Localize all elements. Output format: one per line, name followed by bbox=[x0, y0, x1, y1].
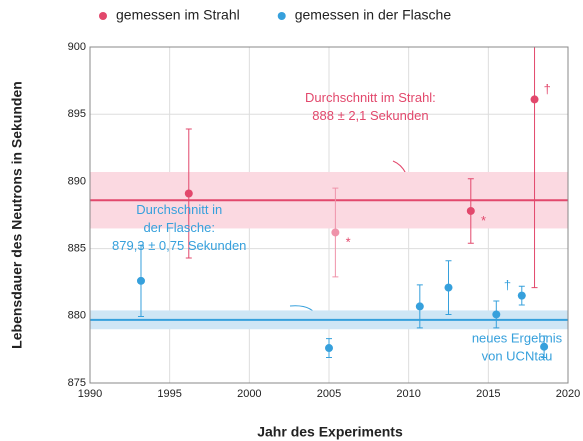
plot-frame bbox=[89, 46, 569, 384]
point bbox=[444, 283, 453, 292]
x-tick-label: 2020 bbox=[556, 388, 580, 400]
x-tick-label: 2015 bbox=[476, 388, 500, 400]
annotation: † bbox=[544, 81, 551, 96]
annotation: Durchschnitt im Strahl: bbox=[305, 90, 436, 105]
legend-label: gemessen in der Flasche bbox=[295, 7, 452, 23]
point bbox=[466, 206, 475, 215]
annotation: neues Ergebnis bbox=[472, 330, 563, 345]
y-tick-label: 895 bbox=[68, 108, 86, 120]
x-tick-label: 1990 bbox=[78, 388, 102, 400]
legend-marker bbox=[277, 12, 286, 20]
x-tick-label: 2005 bbox=[317, 388, 341, 400]
annotation: 879,3 ± 0,75 Sekunden bbox=[112, 238, 246, 253]
annotation: Durchschnitt in bbox=[136, 202, 222, 217]
legend-marker bbox=[99, 12, 107, 20]
annotation: * bbox=[481, 213, 486, 228]
annotation: der Flasche: bbox=[143, 220, 215, 235]
point bbox=[331, 228, 340, 237]
y-tick-label: 900 bbox=[68, 41, 86, 53]
y-tick-label: 875 bbox=[68, 377, 86, 389]
x-axis-label: Jahr des Experiments bbox=[257, 424, 403, 440]
point bbox=[184, 189, 193, 198]
x-tick-label: 2000 bbox=[237, 388, 261, 400]
annotation: von UCNtau bbox=[482, 348, 553, 363]
point bbox=[540, 342, 549, 351]
point bbox=[136, 276, 145, 285]
error-bar bbox=[531, 47, 538, 289]
point bbox=[415, 302, 424, 311]
annotation: † bbox=[504, 278, 511, 293]
y-tick-label: 885 bbox=[68, 243, 86, 255]
plot-area bbox=[90, 47, 568, 383]
x-tick-label: 1995 bbox=[157, 388, 181, 400]
y-tick-label: 890 bbox=[68, 175, 86, 187]
legend-label: gemessen im Strahl bbox=[116, 7, 240, 23]
point bbox=[530, 95, 539, 104]
y-tick-label: 880 bbox=[68, 310, 86, 322]
annotation: 888 ± 2,1 Sekunden bbox=[312, 108, 428, 123]
x-tick-label: 2010 bbox=[396, 388, 420, 400]
annotation: * bbox=[346, 235, 351, 250]
point bbox=[517, 291, 526, 300]
point bbox=[325, 344, 333, 353]
point bbox=[492, 310, 501, 319]
y-axis-label: Lebensdauer des Neutrons in Sekunden bbox=[9, 81, 25, 349]
